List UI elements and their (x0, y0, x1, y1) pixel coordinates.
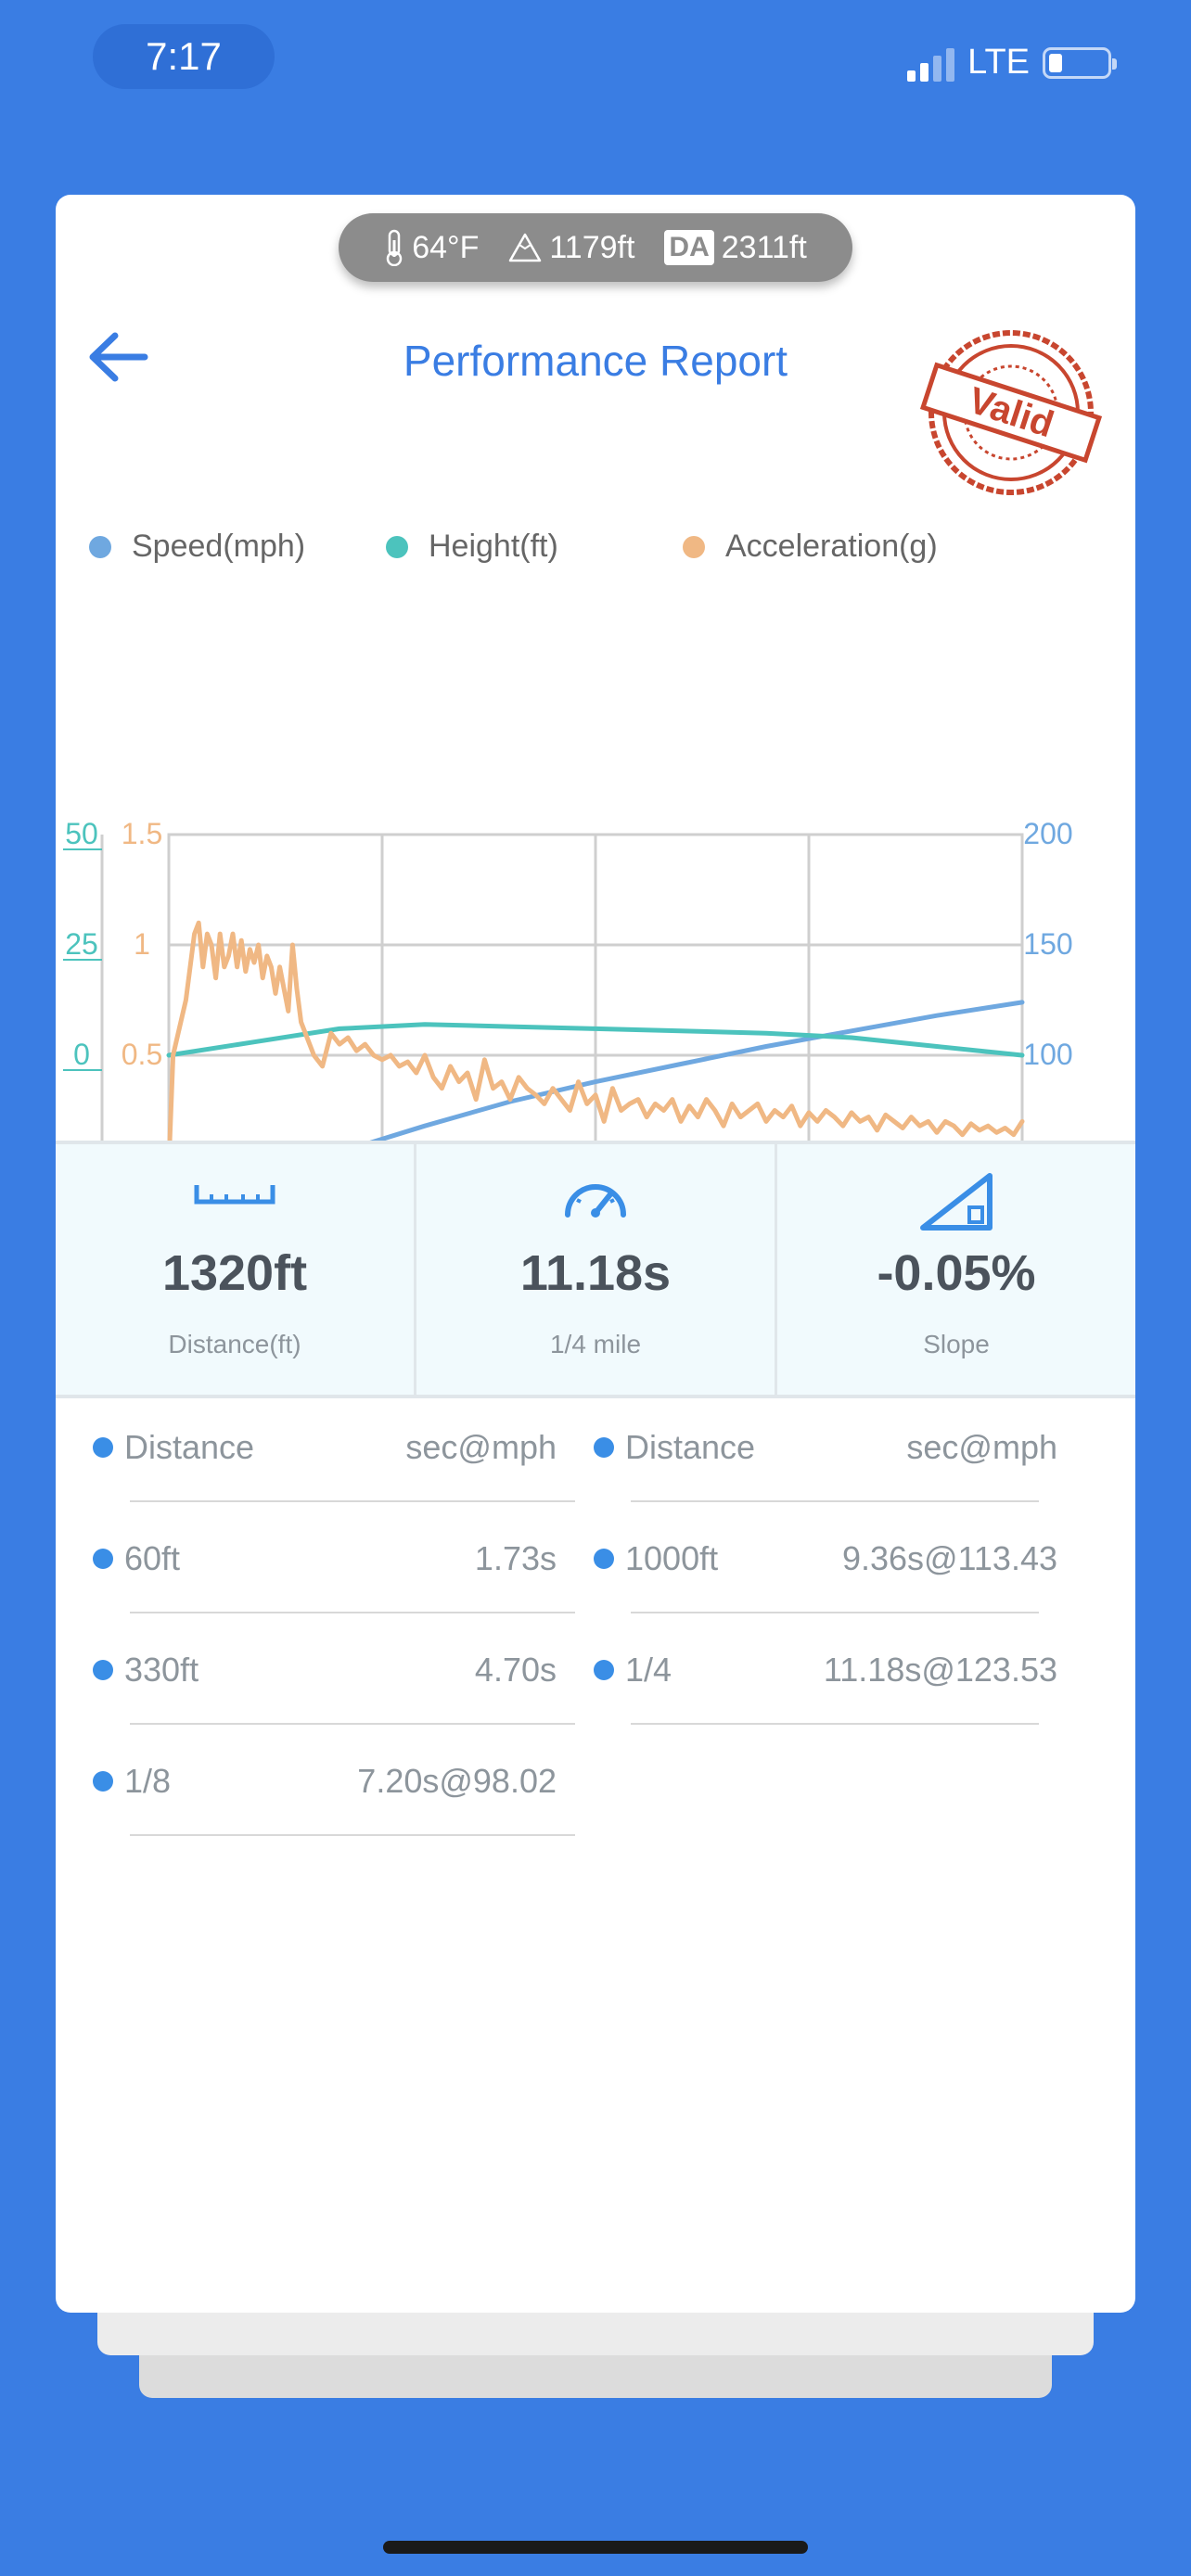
ruler-icon (194, 1185, 275, 1205)
stat-distance-value: 1320ft (161, 1245, 308, 1301)
split-row-eighth: 1/8 7.20s@98.02 (56, 1725, 575, 1836)
elevation-value: 1179ft (549, 229, 635, 265)
stat-quarter-mile: 11.18s 1/4 mile (414, 1144, 775, 1395)
split-name: Distance (124, 1428, 255, 1466)
split-name: 60ft (124, 1539, 181, 1577)
slope-icon (920, 1173, 992, 1231)
split-row-quarter: 1/4 11.18s@123.53 (557, 1613, 1076, 1725)
split-name: 1000ft (625, 1539, 719, 1577)
legend-speed-label: Speed(mph) (132, 529, 306, 564)
stat-slope-label: Slope (923, 1330, 990, 1358)
split-header-left: Distance sec@mph (56, 1391, 575, 1502)
split-value: 7.20s@98.02 (357, 1762, 557, 1800)
split-value: sec@mph (405, 1428, 557, 1466)
legend-speed-dot (89, 535, 111, 558)
network-label: LTE (967, 43, 1030, 82)
valid-stamp: Valid (919, 330, 1103, 495)
legend-height-label: Height(ft) (429, 529, 558, 564)
home-indicator (383, 2541, 808, 2554)
da-badge: DA (664, 230, 714, 265)
split-name: 1/4 (625, 1651, 672, 1689)
splits-right-column: Distance sec@mph 1000ft 9.36s@113.43 1/4… (557, 1391, 1076, 1725)
speed-tick-label: 100 (1023, 1038, 1072, 1071)
stat-distance-label: Distance(ft) (168, 1330, 301, 1358)
split-bullet (594, 1549, 614, 1569)
back-arrow-icon[interactable] (82, 325, 156, 389)
split-header-right: Distance sec@mph (557, 1391, 1076, 1502)
series-line-height-ft (166, 1022, 1025, 1058)
stats-panel: 1320ft Distance(ft) 11.18s 1/4 mile -0.0… (56, 1141, 1135, 1398)
legend-acceleration-dot (683, 535, 705, 558)
legend-height-dot (386, 535, 408, 558)
split-name: Distance (625, 1428, 756, 1466)
stat-slope-value: -0.05% (877, 1245, 1036, 1301)
split-value: 9.36s@113.43 (841, 1539, 1057, 1577)
stat-slope: -0.05% Slope (775, 1144, 1135, 1395)
density-altitude-item: DA 2311ft (664, 229, 807, 266)
split-bullet (93, 1771, 113, 1792)
accel-tick-label: 1 (134, 927, 150, 961)
split-divider (130, 1723, 575, 1725)
split-name: 330ft (124, 1651, 199, 1689)
split-divider (631, 1500, 1039, 1502)
splits-left-column: Distance sec@mph 60ft 1.73s 330ft 4.70s … (56, 1391, 575, 1836)
report-card: 64°F 1179ft DA 2311ft Performance Report… (56, 195, 1135, 2313)
split-divider (130, 1612, 575, 1613)
split-bullet (93, 1660, 113, 1680)
split-divider (130, 1500, 575, 1502)
temperature-value: 64°F (412, 229, 480, 265)
split-divider (631, 1723, 1039, 1725)
split-value: 11.18s@123.53 (823, 1651, 1057, 1689)
legend-height: Height(ft) (386, 529, 558, 565)
height-tick-label: 0 (73, 1038, 90, 1071)
split-bullet (594, 1660, 614, 1680)
page-title: Performance Report (403, 337, 788, 385)
temperature-item: 64°F (384, 229, 479, 266)
legend-acceleration: Acceleration(g) (683, 529, 938, 565)
height-tick-label: 25 (65, 927, 98, 961)
split-value: sec@mph (906, 1428, 1057, 1466)
split-name: 1/8 (124, 1762, 172, 1800)
battery-icon (1043, 46, 1117, 79)
signal-icon (907, 45, 955, 82)
status-time: 7:17 (93, 24, 275, 89)
thermometer-icon (386, 229, 403, 266)
stat-distance: 1320ft Distance(ft) (56, 1144, 414, 1395)
stat-quarter-mile-value: 11.18s (519, 1245, 672, 1301)
stat-quarter-mile-label: 1/4 mile (549, 1330, 642, 1358)
environment-pill: 64°F 1179ft DA 2311ft (339, 213, 852, 282)
speed-tick-label: 150 (1023, 927, 1072, 961)
split-divider (631, 1612, 1039, 1613)
mountain-icon (509, 233, 542, 262)
legend-acceleration-label: Acceleration(g) (725, 529, 938, 564)
legend-speed: Speed(mph) (89, 529, 305, 565)
split-bullet (594, 1437, 614, 1458)
split-row-60ft: 60ft 1.73s (56, 1502, 575, 1613)
density-altitude-value: 2311ft (721, 229, 807, 265)
split-row-330ft: 330ft 4.70s (56, 1613, 575, 1725)
accel-tick-label: 1.5 (122, 817, 162, 850)
split-value: 4.70s (474, 1651, 557, 1689)
accel-tick-label: 0.5 (122, 1038, 162, 1071)
elevation-item: 1179ft (508, 230, 634, 266)
split-row-1000ft: 1000ft 9.36s@113.43 (557, 1502, 1076, 1613)
split-divider (130, 1834, 575, 1836)
status-indicators: LTE (907, 43, 1117, 83)
height-tick-label: 50 (65, 817, 98, 850)
chart-legend: Speed(mph) Height(ft) Acceleration(g) (56, 529, 1135, 575)
speedometer-icon (565, 1184, 626, 1218)
split-bullet (93, 1549, 113, 1569)
series-line-acceleration-g (166, 920, 1025, 1168)
split-bullet (93, 1437, 113, 1458)
split-value: 1.73s (474, 1539, 557, 1577)
speed-tick-label: 200 (1023, 817, 1072, 850)
